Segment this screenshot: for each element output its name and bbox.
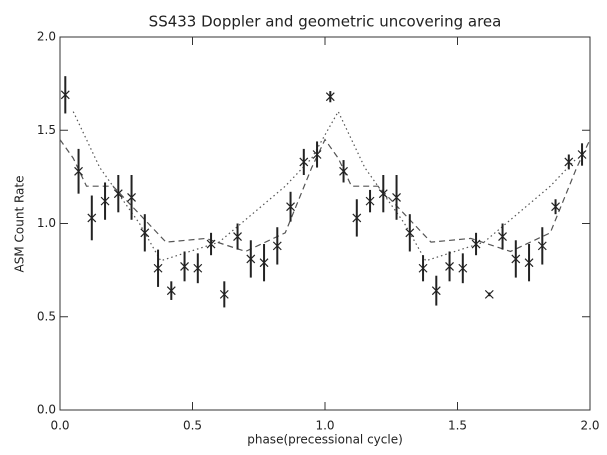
point [127, 192, 136, 202]
x-tick-label: 1.0 [315, 419, 334, 433]
point [299, 157, 309, 167]
point [193, 263, 203, 273]
point [153, 263, 163, 273]
point [524, 258, 534, 268]
point [233, 232, 242, 241]
point [339, 166, 348, 176]
chart-title: SS433 Doppler and geometric uncovering a… [149, 13, 502, 31]
point [511, 254, 521, 264]
point [325, 92, 335, 102]
point [537, 241, 547, 251]
point [392, 192, 401, 202]
point [458, 263, 468, 273]
point [100, 196, 110, 206]
x-tick-label: 0.0 [50, 419, 69, 433]
x-tick-label: 0.5 [183, 419, 202, 433]
y-tick-label: 2.0 [37, 30, 56, 44]
point [378, 189, 388, 199]
x-axis-label: phase(precessional cycle) [247, 433, 403, 447]
point [113, 189, 123, 199]
point [498, 232, 507, 241]
point [352, 213, 362, 223]
point [445, 261, 454, 271]
point [219, 289, 229, 299]
point [365, 196, 375, 206]
y-tick-label: 1.5 [37, 123, 56, 137]
point [206, 239, 216, 249]
point [60, 90, 70, 100]
y-tick-label: 1.0 [37, 216, 56, 230]
point [246, 254, 256, 264]
point [405, 228, 415, 238]
point [431, 286, 441, 296]
point [180, 261, 189, 271]
y-tick-label: 0.0 [37, 403, 56, 417]
point [312, 150, 322, 159]
point [484, 289, 494, 299]
point [87, 213, 97, 223]
y-axis-label: ASM Count Rate [13, 176, 27, 273]
point [286, 202, 295, 212]
point [166, 286, 176, 296]
point [577, 150, 587, 159]
point [418, 263, 428, 273]
point [272, 241, 282, 251]
point [564, 157, 574, 167]
y-tick-label: 0.5 [37, 309, 56, 323]
point [259, 258, 269, 268]
x-tick-label: 2.0 [580, 419, 599, 433]
x-tick-label: 1.5 [448, 419, 467, 433]
point [471, 239, 481, 249]
point [140, 228, 150, 238]
point [551, 202, 560, 212]
model-curve [59, 138, 591, 253]
point [74, 166, 83, 176]
